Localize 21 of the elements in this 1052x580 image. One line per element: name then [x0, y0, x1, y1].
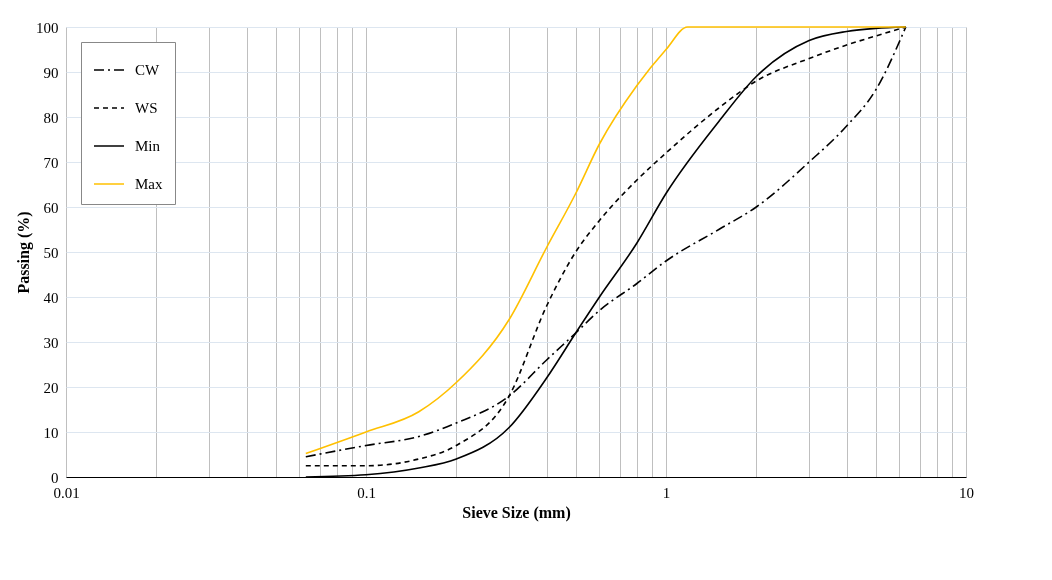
y-tick-label: 100 — [36, 19, 59, 36]
x-axis-title: Sieve Size (mm) — [462, 503, 571, 522]
legend-label: Min — [135, 138, 161, 154]
y-tick-label: 0 — [51, 469, 59, 486]
legend-label: CW — [135, 62, 160, 78]
y-tick-label: 10 — [43, 424, 59, 441]
x-tick-label: 0.01 — [53, 484, 80, 501]
y-axis-title: Passing (%) — [15, 211, 33, 294]
y-tick-label: 50 — [43, 244, 59, 261]
x-tick-label: 10 — [959, 484, 974, 501]
legend-label: Max — [135, 176, 163, 192]
x-tick-label: 0.1 — [357, 484, 376, 501]
y-tick-label: 70 — [43, 154, 59, 171]
y-tick-label: 90 — [43, 64, 59, 81]
y-tick-label: 30 — [43, 334, 59, 351]
y-tick-label: 80 — [43, 109, 59, 126]
legend-label: WS — [135, 100, 158, 116]
y-tick-label: 60 — [43, 199, 59, 216]
y-tick-label: 20 — [43, 379, 59, 396]
x-tick-label: 1 — [662, 484, 671, 501]
y-tick-label: 40 — [43, 289, 59, 306]
